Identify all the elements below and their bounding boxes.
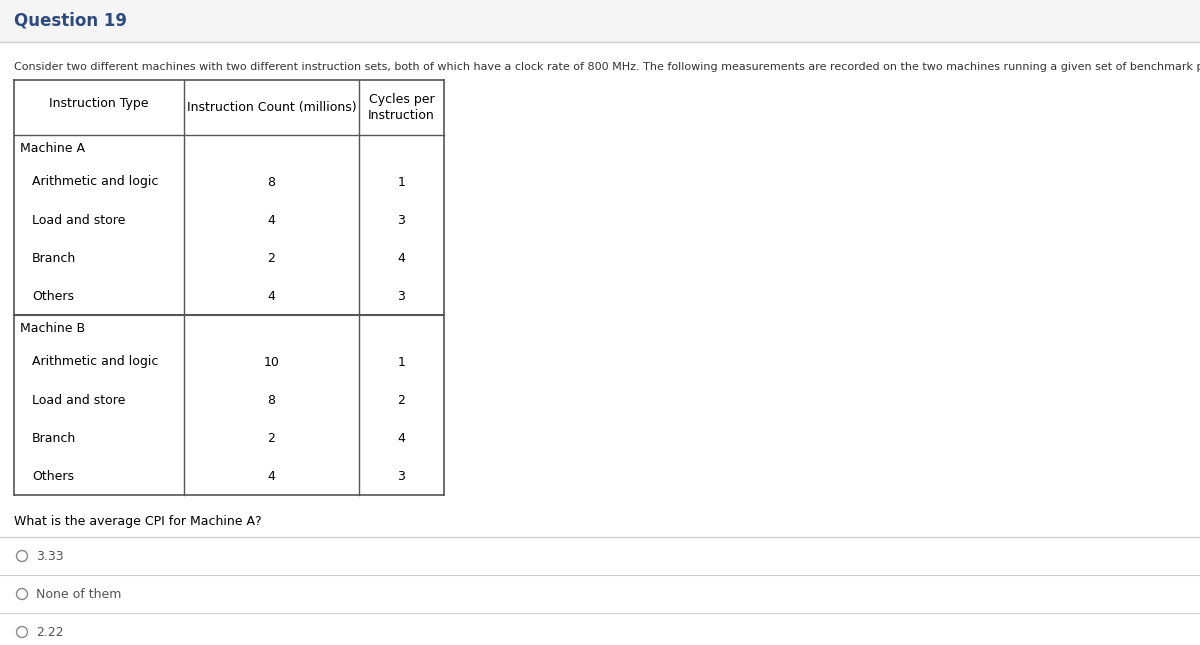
Text: Others: Others <box>32 290 74 303</box>
Text: Arithmetic and logic: Arithmetic and logic <box>32 355 158 368</box>
Text: Load and store: Load and store <box>32 213 125 226</box>
Text: Load and store: Load and store <box>32 393 125 406</box>
Text: 4: 4 <box>397 432 406 444</box>
Text: Question 19: Question 19 <box>14 12 127 30</box>
Text: 10: 10 <box>264 355 280 368</box>
Text: 2: 2 <box>268 432 276 444</box>
Text: Machine B: Machine B <box>20 322 85 335</box>
Bar <box>0 0 1200 42</box>
Text: 4: 4 <box>397 252 406 264</box>
Text: 2.22: 2.22 <box>36 626 64 639</box>
Text: 3: 3 <box>397 290 406 303</box>
Text: 4: 4 <box>268 470 276 482</box>
Text: 3: 3 <box>397 470 406 482</box>
Text: 4: 4 <box>268 290 276 303</box>
Text: Branch: Branch <box>32 432 77 444</box>
Text: Arithmetic and logic: Arithmetic and logic <box>32 175 158 188</box>
Text: 8: 8 <box>268 393 276 406</box>
Text: Others: Others <box>32 470 74 482</box>
Text: 8: 8 <box>268 175 276 188</box>
Text: Cycles per: Cycles per <box>368 93 434 106</box>
Text: Consider two different machines with two different instruction sets, both of whi: Consider two different machines with two… <box>14 62 1200 72</box>
Text: Machine A: Machine A <box>20 143 85 155</box>
Text: Instruction: Instruction <box>368 109 434 122</box>
Text: 1: 1 <box>397 175 406 188</box>
Text: 4: 4 <box>268 213 276 226</box>
Text: What is the average CPI for Machine A?: What is the average CPI for Machine A? <box>14 515 262 528</box>
Text: 1: 1 <box>397 355 406 368</box>
Text: Branch: Branch <box>32 252 77 264</box>
Text: Instruction Count (millions): Instruction Count (millions) <box>187 101 356 114</box>
Text: None of them: None of them <box>36 588 121 600</box>
Text: 3.33: 3.33 <box>36 550 64 562</box>
Text: 2: 2 <box>397 393 406 406</box>
Text: 3: 3 <box>397 213 406 226</box>
Text: Instruction Type: Instruction Type <box>49 97 149 110</box>
Text: 2: 2 <box>268 252 276 264</box>
